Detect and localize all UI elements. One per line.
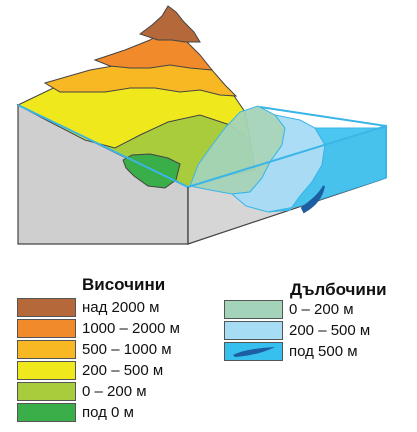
heights-swatch	[17, 319, 76, 338]
depths-label: под 500 м	[289, 343, 358, 360]
depths-swatch-trench	[224, 342, 283, 361]
depths-legend-item: под 500 м	[224, 342, 358, 361]
heights-legend-item: 1000 – 2000 м	[17, 319, 180, 338]
heights-legend-item: 200 – 500 м	[17, 361, 163, 380]
depths-swatch	[224, 300, 283, 319]
heights-label: под 0 м	[82, 404, 134, 421]
depths-legend-item: 0 – 200 м	[224, 300, 354, 319]
depths-swatch	[224, 321, 283, 340]
heights-swatch	[17, 403, 76, 422]
heights-legend-item: 0 – 200 м	[17, 382, 147, 401]
land-over-2000-m	[138, 5, 201, 43]
heights-label: 0 – 200 м	[82, 383, 147, 400]
heights-swatch	[17, 340, 76, 359]
depths-legend-title: Дълбочини	[290, 280, 387, 299]
heights-swatch	[17, 298, 76, 317]
heights-label: 200 – 500 м	[82, 362, 164, 379]
heights-label: 500 – 1000 м	[82, 341, 172, 358]
trench-icon	[233, 347, 275, 357]
depths-legend-item: 200 – 500 м	[224, 321, 370, 340]
depth-below-500-m	[267, 127, 387, 213]
heights-swatch	[17, 382, 76, 401]
oceanic-trench	[300, 185, 325, 214]
heights-legend-item: 500 – 1000 м	[17, 340, 172, 359]
heights-legend-item: над 2000 м	[17, 298, 159, 317]
water-box-outline	[17, 104, 387, 189]
heights-swatch	[17, 361, 76, 380]
heights-legend-title: Височини	[82, 275, 166, 294]
depths-label: 0 – 200 м	[289, 301, 354, 318]
heights-label: над 2000 м	[82, 299, 160, 316]
heights-label: 1000 – 2000 м	[82, 320, 180, 337]
heights-legend-item: под 0 м	[17, 403, 134, 422]
water-box-top	[259, 106, 387, 127]
depths-label: 200 – 500 м	[289, 322, 371, 339]
